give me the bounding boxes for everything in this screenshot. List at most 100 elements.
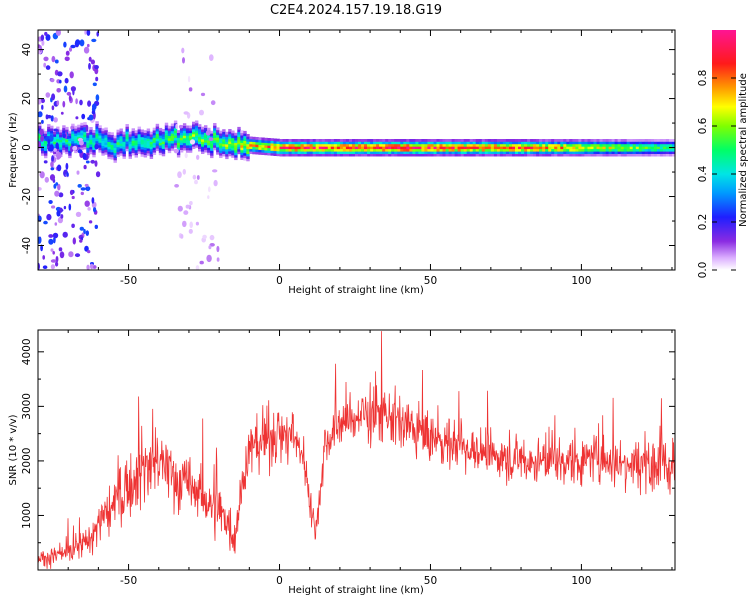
spectrogram-cell bbox=[427, 153, 431, 157]
spectrogram-cell bbox=[231, 152, 235, 156]
spectrogram-cell bbox=[95, 121, 99, 124]
spectrogram-noise bbox=[58, 192, 64, 198]
spectrogram-cell bbox=[602, 153, 606, 157]
spectrogram-cell bbox=[521, 146, 525, 150]
spectrogram-cell bbox=[575, 153, 579, 157]
spectrogram-cell bbox=[442, 153, 446, 157]
spectrogram-cell bbox=[509, 148, 513, 152]
spectrogram-cell bbox=[614, 153, 618, 157]
spectrogram-cell bbox=[367, 148, 371, 152]
spectrogram-cell bbox=[77, 141, 81, 145]
spectrogram-cell bbox=[527, 148, 531, 152]
spectrogram-cell bbox=[572, 141, 576, 145]
spectrogram-cell bbox=[656, 146, 661, 150]
spectrogram-cell bbox=[569, 151, 573, 154]
spectrogram-cell bbox=[213, 145, 217, 148]
spectrogram-cell bbox=[457, 148, 461, 152]
spectrogram-cell bbox=[80, 144, 84, 148]
spectrogram-cell bbox=[385, 143, 389, 147]
snr-frame bbox=[37, 329, 676, 571]
spectrogram-cell bbox=[62, 140, 66, 143]
spectrogram-cell bbox=[484, 153, 489, 157]
spectrogram-cell bbox=[131, 145, 135, 149]
spectrogram-cell bbox=[551, 148, 555, 152]
spectrogram-cell bbox=[518, 151, 522, 154]
spectrogram-cell bbox=[566, 143, 570, 147]
spectrogram-cell bbox=[605, 141, 609, 145]
spectrogram-cell bbox=[394, 151, 398, 154]
spectrogram-cell bbox=[152, 132, 157, 136]
spectrogram-noise bbox=[38, 215, 42, 222]
spectrogram-noise bbox=[208, 137, 214, 142]
spectrogram-cell bbox=[216, 129, 220, 133]
spectrogram-cell bbox=[134, 154, 138, 158]
spectrogram-cell bbox=[427, 148, 431, 152]
spectrogram-cell bbox=[50, 130, 54, 134]
spectrogram-cell bbox=[234, 145, 238, 148]
spectrogram-cell bbox=[185, 132, 190, 136]
spectrogram-cell bbox=[261, 144, 265, 148]
spectrogram-cell bbox=[554, 141, 558, 145]
spectrogram-cell bbox=[478, 153, 483, 157]
spectrogram-cell bbox=[318, 139, 323, 142]
spectrogram-cell bbox=[185, 145, 190, 148]
spectrogram-cell bbox=[512, 146, 516, 150]
spectrogram-cell bbox=[300, 148, 304, 152]
spectrogram-cell bbox=[74, 143, 78, 146]
spectrogram-cell bbox=[207, 127, 211, 131]
spectrogram-cell bbox=[285, 151, 289, 154]
spectrogram-cell bbox=[210, 135, 214, 139]
spectrogram-cell bbox=[92, 144, 96, 148]
spectrogram-cell bbox=[306, 153, 311, 157]
spectrogram-cell bbox=[167, 150, 172, 154]
spectrogram-cell bbox=[98, 135, 102, 138]
spectrogram-cell bbox=[376, 151, 380, 154]
spectrogram-cell bbox=[352, 143, 356, 147]
spectrogram-cell bbox=[158, 142, 163, 146]
spectrogram-cell bbox=[188, 150, 193, 153]
spectrogram-cell bbox=[50, 125, 54, 129]
spectrogram-cell bbox=[626, 139, 631, 142]
spectrogram-cell bbox=[225, 141, 229, 145]
spectrogram-noise bbox=[49, 144, 54, 152]
spectrogram-cell bbox=[333, 151, 338, 154]
spectrogram-cell bbox=[179, 132, 184, 136]
spectrogram-cell bbox=[336, 146, 341, 150]
spectrogram-cell bbox=[219, 143, 223, 146]
spectrogram-cell bbox=[653, 141, 658, 145]
spectrogram-cell bbox=[68, 138, 72, 141]
spectrogram-cell bbox=[439, 148, 443, 152]
spectrogram-cell bbox=[524, 153, 528, 157]
spectrogram-cell bbox=[442, 151, 446, 154]
spectrogram-cell bbox=[560, 141, 564, 145]
spectrogram-cell bbox=[182, 147, 187, 151]
spectrogram-cell bbox=[107, 131, 111, 135]
spectrogram-cell bbox=[228, 153, 232, 157]
spectrogram-cell bbox=[95, 135, 99, 139]
spectrogram-cell bbox=[662, 151, 667, 154]
spectrogram-cell bbox=[65, 126, 69, 130]
spectrogram-cell bbox=[240, 137, 244, 141]
spectrogram-cell bbox=[475, 151, 480, 154]
spectrogram-cell bbox=[312, 151, 317, 154]
spectrogram-noise bbox=[85, 124, 89, 132]
spectrogram-y-label: Frequency (Hz) bbox=[8, 112, 19, 188]
colorbar-tick-label: 0.4 bbox=[697, 165, 709, 182]
spectrogram-noise bbox=[72, 145, 78, 151]
spectrogram-cell bbox=[249, 136, 253, 140]
spectrogram-cell bbox=[433, 143, 437, 147]
spectrogram-cell bbox=[173, 137, 178, 141]
spectrogram-noise bbox=[55, 182, 59, 186]
x-tick-label: 50 bbox=[424, 575, 437, 587]
spectrogram-noise bbox=[59, 251, 65, 259]
spectrogram-cell bbox=[499, 151, 504, 154]
spectrogram-cell bbox=[502, 139, 507, 142]
spectrogram-cell bbox=[587, 141, 591, 145]
spectrogram-cell bbox=[397, 148, 401, 152]
spectrogram-cell bbox=[578, 151, 582, 154]
spectrogram-cell bbox=[566, 153, 570, 157]
spectrogram-cell bbox=[358, 143, 362, 147]
spectrogram-cell bbox=[478, 143, 483, 147]
spectrogram-cell bbox=[246, 143, 250, 147]
spectrogram-noise bbox=[95, 94, 100, 102]
